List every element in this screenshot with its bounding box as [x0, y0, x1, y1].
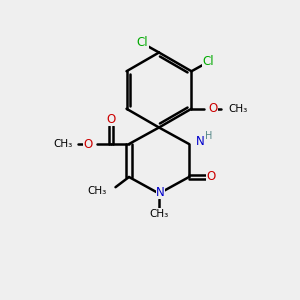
- Text: Cl: Cl: [202, 55, 214, 68]
- Text: O: O: [83, 137, 92, 151]
- Text: CH₃: CH₃: [149, 209, 169, 219]
- Text: Cl: Cl: [137, 35, 148, 49]
- Text: CH₃: CH₃: [53, 139, 73, 149]
- Text: CH₃: CH₃: [88, 186, 107, 196]
- Text: O: O: [206, 170, 215, 184]
- Text: CH₃: CH₃: [229, 104, 248, 114]
- Text: O: O: [106, 113, 116, 126]
- Text: H: H: [205, 131, 212, 141]
- Text: O: O: [208, 102, 217, 115]
- Text: N: N: [196, 135, 204, 148]
- Text: N: N: [156, 185, 165, 199]
